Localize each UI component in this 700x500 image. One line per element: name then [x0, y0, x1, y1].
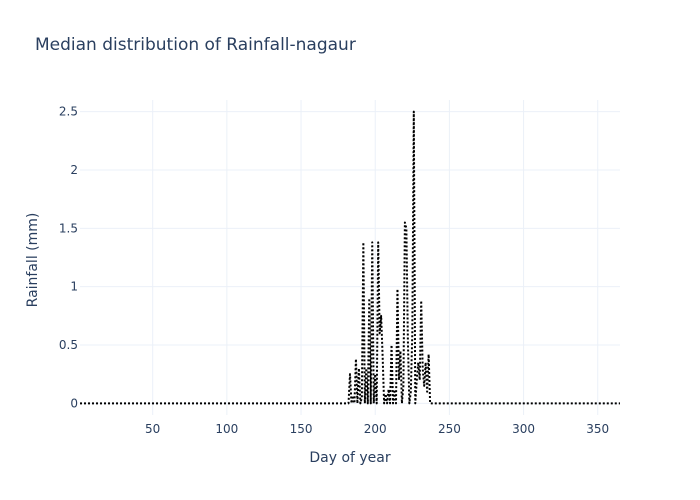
x-tick-label: 250: [438, 422, 461, 436]
x-tick-labels: 50 100 150 200 250 300 350: [145, 422, 609, 436]
series-layer: [80, 110, 620, 405]
rainfall-series-line: [80, 110, 620, 405]
x-tick-label: 350: [586, 422, 609, 436]
chart-title: Median distribution of Rainfall-nagaur: [35, 35, 356, 55]
grid: [80, 100, 620, 415]
y-axis-title: Rainfall (mm): [25, 213, 41, 308]
x-tick-label: 150: [290, 422, 313, 436]
x-tick-label: 100: [215, 422, 238, 436]
x-tick-label: 200: [364, 422, 387, 436]
y-tick-label: 1.5: [59, 221, 78, 235]
y-tick-label: 2: [70, 163, 78, 177]
x-tick-label: 50: [145, 422, 160, 436]
y-tick-label: 0: [70, 396, 78, 410]
x-axis-title: Day of year: [309, 450, 391, 466]
y-tick-label: 1: [70, 280, 78, 294]
y-tick-label: 2.5: [59, 105, 78, 119]
y-tick-label: 0.5: [59, 338, 78, 352]
y-tick-labels: 0 0.5 1 1.5 2 2.5: [59, 105, 78, 411]
x-tick-label: 300: [512, 422, 535, 436]
